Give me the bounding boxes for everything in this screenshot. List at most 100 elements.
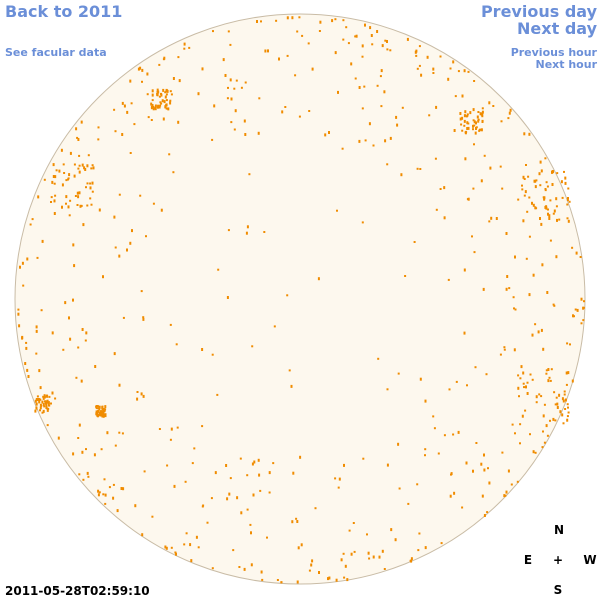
facula bbox=[546, 291, 549, 294]
facula bbox=[487, 467, 489, 470]
facula bbox=[230, 121, 233, 124]
previous-day-link[interactable]: Previous day bbox=[481, 2, 598, 21]
facula bbox=[499, 165, 502, 168]
facula bbox=[21, 261, 24, 265]
facular-link[interactable]: See facular data bbox=[5, 46, 107, 59]
facula bbox=[539, 217, 541, 220]
facula bbox=[53, 199, 56, 203]
facula bbox=[156, 90, 159, 93]
facula bbox=[390, 528, 393, 532]
facula bbox=[229, 477, 232, 480]
facula bbox=[163, 56, 166, 60]
facula bbox=[26, 368, 29, 372]
facula bbox=[328, 131, 330, 134]
facula bbox=[85, 448, 87, 451]
facula bbox=[517, 198, 520, 201]
facula bbox=[547, 212, 549, 216]
facula bbox=[529, 433, 531, 436]
facula bbox=[185, 532, 188, 535]
facula bbox=[549, 379, 552, 382]
facula bbox=[122, 487, 125, 491]
facula bbox=[556, 218, 558, 222]
facula bbox=[114, 246, 117, 249]
facula bbox=[562, 422, 565, 425]
facula bbox=[565, 383, 568, 386]
facula bbox=[244, 81, 247, 84]
facula bbox=[559, 410, 562, 414]
facula bbox=[25, 341, 28, 344]
facula bbox=[98, 208, 101, 212]
facula bbox=[424, 448, 427, 451]
facula bbox=[324, 133, 327, 137]
facula bbox=[136, 391, 139, 393]
facula bbox=[566, 198, 569, 202]
facula bbox=[439, 55, 442, 58]
facula bbox=[532, 273, 535, 277]
facula bbox=[210, 497, 213, 500]
facula bbox=[297, 546, 300, 550]
facula bbox=[477, 119, 480, 123]
facula bbox=[257, 131, 260, 135]
facula bbox=[296, 580, 299, 584]
facula bbox=[501, 451, 504, 454]
facula bbox=[257, 458, 260, 462]
next-hour-link[interactable]: Next hour bbox=[536, 58, 598, 71]
facula bbox=[91, 190, 94, 193]
facula bbox=[39, 406, 42, 410]
facula bbox=[60, 148, 63, 152]
facula bbox=[141, 533, 144, 537]
facula bbox=[121, 101, 124, 105]
facula bbox=[465, 115, 468, 118]
facula bbox=[440, 542, 443, 545]
facula bbox=[426, 55, 429, 59]
facula bbox=[424, 399, 427, 403]
facula bbox=[528, 132, 531, 136]
facula bbox=[286, 54, 289, 57]
facula bbox=[102, 410, 105, 414]
facula bbox=[230, 97, 233, 101]
facula bbox=[81, 163, 84, 167]
facula bbox=[175, 343, 178, 346]
facula bbox=[62, 163, 65, 166]
facula bbox=[65, 179, 68, 182]
facula bbox=[150, 119, 153, 121]
facula bbox=[89, 197, 92, 200]
facula bbox=[473, 80, 476, 82]
facula bbox=[342, 38, 345, 41]
previous-hour-link[interactable]: Previous hour bbox=[511, 46, 598, 59]
facula bbox=[37, 195, 40, 199]
facula bbox=[286, 16, 289, 20]
facula bbox=[195, 535, 198, 539]
facula bbox=[162, 88, 165, 92]
facula bbox=[228, 492, 231, 496]
facula bbox=[337, 90, 339, 94]
facula bbox=[471, 235, 473, 238]
facula bbox=[164, 105, 167, 109]
facula bbox=[129, 79, 132, 83]
facula bbox=[419, 377, 422, 381]
facula bbox=[51, 391, 54, 395]
facula bbox=[296, 520, 299, 523]
facula bbox=[371, 43, 374, 46]
facula bbox=[225, 464, 228, 467]
facula bbox=[165, 104, 168, 107]
facula bbox=[472, 187, 475, 190]
facula bbox=[114, 130, 117, 133]
facula bbox=[460, 123, 463, 126]
facula bbox=[541, 446, 544, 449]
facula bbox=[206, 521, 209, 524]
facula bbox=[511, 423, 514, 426]
facula bbox=[377, 357, 380, 360]
facula bbox=[62, 348, 65, 351]
back-link[interactable]: Back to 2011 bbox=[5, 2, 122, 21]
facula bbox=[546, 434, 549, 437]
facula bbox=[72, 452, 75, 456]
facula bbox=[58, 169, 61, 173]
facula bbox=[77, 138, 80, 141]
facula bbox=[38, 369, 41, 373]
facula bbox=[308, 110, 311, 112]
facula bbox=[93, 453, 96, 457]
facula bbox=[74, 195, 77, 197]
next-day-link[interactable]: Next day bbox=[517, 19, 598, 38]
